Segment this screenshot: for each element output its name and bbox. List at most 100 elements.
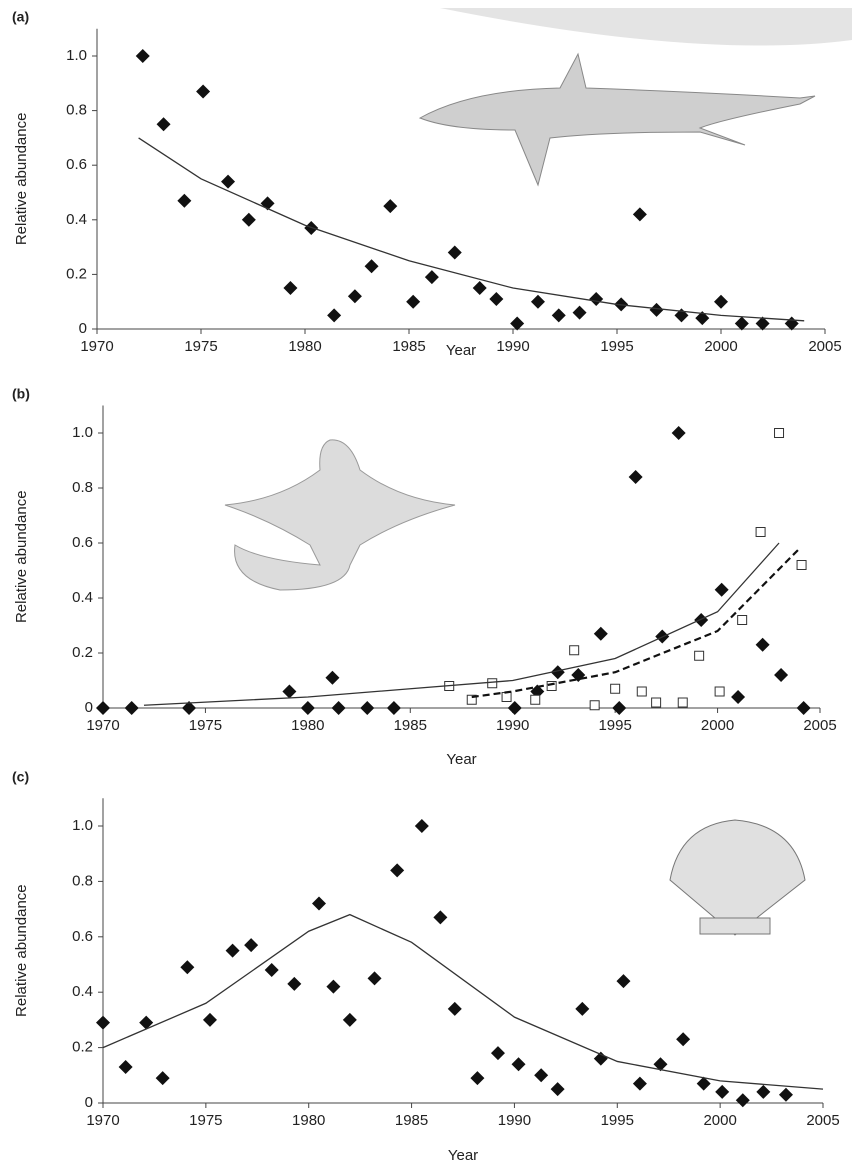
y-tick-label: 0.8 <box>72 872 93 889</box>
x-tick-label: 1980 <box>292 1112 325 1129</box>
y-tick-label: 0.6 <box>72 928 93 945</box>
y-tick-label: 0.4 <box>72 589 93 606</box>
diamond-point <box>365 259 379 273</box>
square-point <box>531 695 540 704</box>
y-tick-label: 0.8 <box>66 102 87 119</box>
diamond-point <box>672 426 686 440</box>
x-tick-label: 1975 <box>189 717 222 734</box>
x-tick-label: 1970 <box>80 338 113 355</box>
diamond-point <box>383 199 397 213</box>
x-tick-label: 1970 <box>86 1112 119 1129</box>
fit-curve <box>139 138 805 321</box>
x-axis-label: Year <box>446 342 476 359</box>
diamond-point <box>715 1085 729 1099</box>
x-tick-label: 2005 <box>803 717 836 734</box>
y-tick-label: 0.2 <box>72 644 93 661</box>
x-tick-label: 2000 <box>701 717 734 734</box>
diamond-point <box>552 308 566 322</box>
diamond-point <box>242 213 256 227</box>
diamond-point <box>715 583 729 597</box>
diamond-point <box>348 289 362 303</box>
diamond-point <box>221 175 235 189</box>
diamond-point <box>368 971 382 985</box>
y-tick-label: 1.0 <box>66 47 87 64</box>
square-point <box>570 646 579 655</box>
diamond-point <box>390 863 404 877</box>
x-tick-label: 1985 <box>392 338 425 355</box>
diamond-point <box>785 317 799 331</box>
x-tick-label: 1990 <box>496 338 529 355</box>
ray-illustration <box>225 440 455 590</box>
diamond-point <box>508 701 522 715</box>
diamond-point <box>774 668 788 682</box>
square-point <box>775 429 784 438</box>
diamond-point <box>406 295 420 309</box>
diamond-point <box>360 701 374 715</box>
diamond-point <box>448 246 462 260</box>
diamond-point <box>616 974 630 988</box>
x-tick-label: 2005 <box>806 1112 839 1129</box>
shark-illustration <box>420 54 815 185</box>
diamond-point <box>425 270 439 284</box>
square-point <box>756 528 765 537</box>
diamond-point <box>332 701 346 715</box>
y-tick-label: 0.6 <box>72 534 93 551</box>
diamond-point <box>326 980 340 994</box>
scallop-illustration <box>670 820 805 935</box>
diamond-point <box>612 701 626 715</box>
x-tick-label: 1975 <box>189 1112 222 1129</box>
diamond-point <box>736 1093 750 1107</box>
diamond-point <box>694 613 708 627</box>
diamond-point <box>157 117 171 131</box>
diamond-point <box>119 1060 133 1074</box>
diamond-point <box>433 910 447 924</box>
x-tick-label: 1975 <box>184 338 217 355</box>
y-tick-label: 0.8 <box>72 479 93 496</box>
diamond-point <box>312 897 326 911</box>
diamond-point <box>125 701 139 715</box>
diamond-point <box>575 1002 589 1016</box>
x-axis-label: Year <box>448 1147 478 1164</box>
x-tick-label: 1995 <box>601 1112 634 1129</box>
fit-curve <box>103 915 823 1090</box>
square-point <box>738 616 747 625</box>
y-tick-label: 0 <box>85 699 93 716</box>
figure: (a)00.20.40.60.81.0197019751980198519901… <box>0 0 852 1166</box>
x-tick-label: 2005 <box>808 338 841 355</box>
fit-curve <box>472 549 800 698</box>
page-corner <box>440 8 852 46</box>
x-tick-label: 1980 <box>288 338 321 355</box>
diamond-point <box>756 1085 770 1099</box>
diamond-point <box>633 207 647 221</box>
diamond-point <box>633 1077 647 1091</box>
square-point <box>695 651 704 660</box>
y-tick-label: 1.0 <box>72 424 93 441</box>
diamond-point <box>282 685 296 699</box>
square-point <box>797 561 806 570</box>
diamond-point <box>470 1071 484 1085</box>
y-axis-label: Relative abundance <box>13 113 30 246</box>
square-point <box>652 698 661 707</box>
diamond-point <box>136 49 150 63</box>
diamond-point <box>714 295 728 309</box>
y-tick-label: 1.0 <box>72 817 93 834</box>
y-axis-label: Relative abundance <box>13 490 30 623</box>
diamond-point <box>327 308 341 322</box>
diamond-point <box>244 938 258 952</box>
y-axis-label: Relative abundance <box>13 884 30 1017</box>
x-tick-label: 2000 <box>704 338 737 355</box>
x-tick-label: 1980 <box>291 717 324 734</box>
diamond-point <box>226 944 240 958</box>
diamond-point <box>756 638 770 652</box>
x-tick-label: 2000 <box>703 1112 736 1129</box>
square-point <box>502 693 511 702</box>
diamond-point <box>325 671 339 685</box>
y-tick-label: 0.4 <box>72 983 93 1000</box>
y-tick-label: 0.2 <box>72 1039 93 1056</box>
diamond-point <box>265 963 279 977</box>
diamond-point <box>531 295 545 309</box>
diamond-point <box>156 1071 170 1085</box>
diamond-point <box>96 701 110 715</box>
x-tick-label: 1985 <box>395 1112 428 1129</box>
x-tick-label: 1990 <box>498 1112 531 1129</box>
